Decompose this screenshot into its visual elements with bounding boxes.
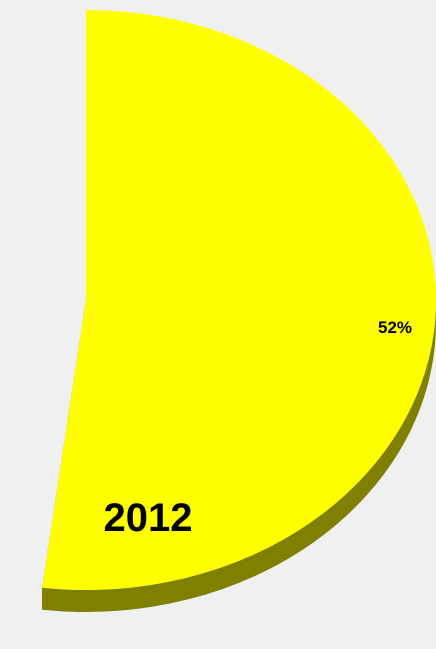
slice-layer xyxy=(42,10,436,612)
chart-subtitle: 2012 xyxy=(104,496,193,540)
slice-value-label: 52% xyxy=(378,318,412,337)
pie-slice xyxy=(42,10,436,590)
